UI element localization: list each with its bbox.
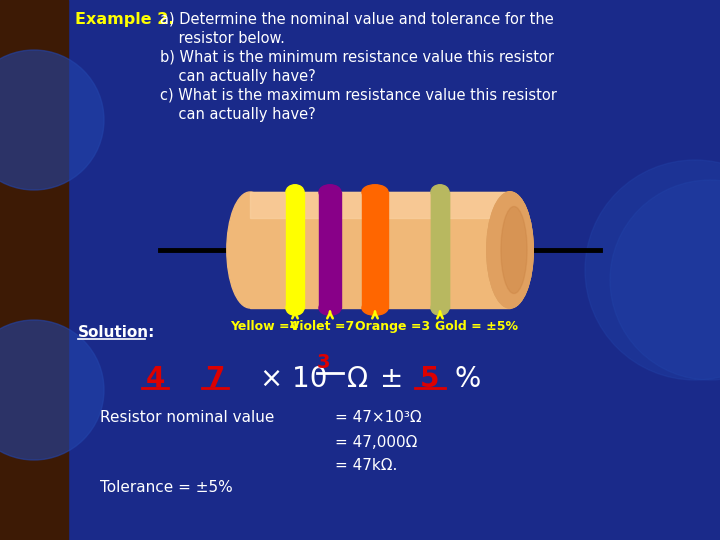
Ellipse shape — [227, 192, 273, 308]
Text: = 47,000Ω: = 47,000Ω — [335, 435, 418, 450]
Text: 4: 4 — [145, 365, 165, 393]
Ellipse shape — [362, 301, 388, 315]
Text: 3: 3 — [317, 353, 330, 372]
Ellipse shape — [286, 301, 304, 315]
Ellipse shape — [501, 206, 527, 294]
Bar — [431, 192, 449, 308]
Ellipse shape — [431, 301, 449, 315]
Text: 5: 5 — [420, 365, 440, 393]
Text: can actually have?: can actually have? — [160, 107, 316, 122]
Bar — [431, 192, 449, 308]
Ellipse shape — [319, 301, 341, 315]
Text: Solution:: Solution: — [78, 325, 156, 340]
Text: a) Determine the nominal value and tolerance for the: a) Determine the nominal value and toler… — [160, 12, 554, 27]
Text: × 10: × 10 — [260, 365, 328, 393]
Text: can actually have?: can actually have? — [160, 69, 316, 84]
Ellipse shape — [487, 192, 534, 308]
Bar — [319, 192, 341, 308]
Text: b) What is the minimum resistance value this resistor: b) What is the minimum resistance value … — [160, 50, 554, 65]
Text: = 47×10³Ω: = 47×10³Ω — [335, 410, 422, 425]
Circle shape — [0, 50, 104, 190]
Ellipse shape — [491, 201, 523, 299]
Text: Gold = ±5%: Gold = ±5% — [435, 320, 518, 333]
Bar — [250, 192, 510, 218]
Bar — [0, 0, 68, 540]
Ellipse shape — [319, 185, 341, 199]
Text: %: % — [455, 365, 481, 393]
Text: Yellow =4: Yellow =4 — [230, 320, 298, 333]
Bar — [286, 192, 304, 308]
Circle shape — [610, 180, 720, 380]
Text: Example 2.: Example 2. — [75, 12, 174, 27]
Text: 7: 7 — [205, 365, 225, 393]
Text: Orange =3: Orange =3 — [355, 320, 430, 333]
Text: Tolerance = ±5%: Tolerance = ±5% — [100, 480, 233, 495]
Circle shape — [0, 320, 104, 460]
Ellipse shape — [286, 185, 304, 199]
Ellipse shape — [487, 192, 534, 308]
Text: = 47kΩ.: = 47kΩ. — [335, 458, 397, 473]
Ellipse shape — [431, 185, 449, 199]
Bar — [362, 192, 388, 308]
Text: resistor below.: resistor below. — [160, 31, 285, 46]
Ellipse shape — [362, 185, 388, 199]
Text: Violet =7: Violet =7 — [290, 320, 354, 333]
Text: Ω: Ω — [347, 365, 368, 393]
Text: ±: ± — [380, 365, 403, 393]
Text: Resistor nominal value: Resistor nominal value — [100, 410, 274, 425]
Bar — [250, 192, 510, 308]
Text: c) What is the maximum resistance value this resistor: c) What is the maximum resistance value … — [160, 88, 557, 103]
Circle shape — [585, 160, 720, 380]
Ellipse shape — [487, 192, 534, 308]
